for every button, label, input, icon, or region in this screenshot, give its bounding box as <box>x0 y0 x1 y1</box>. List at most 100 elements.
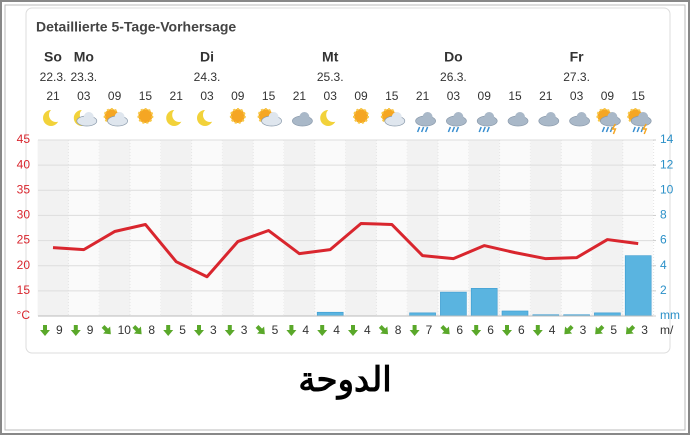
wind-arrow-shape <box>40 325 50 336</box>
wind-arrow-shape <box>564 325 574 335</box>
wind-arrow-shape <box>595 325 605 335</box>
weather-icon <box>415 112 436 133</box>
wind-speed: 7 <box>426 323 433 337</box>
column-band <box>530 140 562 316</box>
wind-arrow-shape <box>317 325 328 336</box>
wind-speed: 3 <box>580 323 587 337</box>
y-tick-label: °C <box>17 308 31 322</box>
wind-speed: 5 <box>179 323 186 337</box>
wind-arrow <box>471 325 482 336</box>
hour-label: 15 <box>139 89 153 103</box>
precip-bar <box>470 288 498 317</box>
weather-icon <box>538 112 560 127</box>
hour-label: 21 <box>293 89 307 103</box>
wind-arrow-shape <box>224 325 235 336</box>
wind-arrow <box>101 325 111 335</box>
rain <box>632 126 636 133</box>
wind-speed: 6 <box>456 323 463 337</box>
wind-speed: 5 <box>610 323 617 337</box>
precip-bar <box>440 291 467 317</box>
rain <box>601 126 606 133</box>
column-band <box>284 140 315 316</box>
hour-label: 03 <box>447 89 461 103</box>
wind-arrow-shape <box>348 325 358 336</box>
y2-tick-label: 8 <box>660 208 667 222</box>
column-band <box>345 140 377 316</box>
y-tick-label: 25 <box>17 233 31 247</box>
wind-arrow <box>255 325 265 335</box>
hour-label: 21 <box>170 89 184 103</box>
column-band <box>222 140 254 316</box>
y-tick-label: 15 <box>17 283 31 297</box>
moon-cut <box>203 108 217 122</box>
wind-arrow <box>163 325 174 336</box>
y2-tick-label: 12 <box>660 157 674 171</box>
rain <box>478 126 482 133</box>
wind-unit: m/ <box>660 323 674 337</box>
wind-arrow-shape <box>532 325 543 336</box>
wind-speed: 3 <box>641 323 648 337</box>
wind-speed: 8 <box>395 323 402 337</box>
wind-speed: 3 <box>210 323 217 337</box>
hour-label: 03 <box>200 89 214 103</box>
weather-icon <box>507 112 529 127</box>
wind-arrow <box>40 325 50 336</box>
wind-speed: 4 <box>364 323 371 337</box>
sun <box>229 108 246 124</box>
wind-arrow <box>502 325 512 336</box>
rain <box>636 126 640 133</box>
weather-icon <box>229 108 246 124</box>
wind-arrow-shape <box>471 325 482 336</box>
column-band <box>37 140 69 316</box>
moon-cut <box>172 108 187 122</box>
wind-arrow-shape <box>70 325 81 336</box>
wind-arrow <box>595 325 605 335</box>
cloud-top <box>422 112 433 122</box>
moon-cut <box>49 108 63 122</box>
y-tick-label: 40 <box>17 157 31 171</box>
y2-tick-label: 2 <box>660 283 667 297</box>
hour-label: 15 <box>262 89 276 103</box>
rain <box>482 126 486 133</box>
weather-icon <box>569 112 590 127</box>
weather-icon <box>596 108 621 135</box>
wind-arrow-shape <box>163 325 174 336</box>
weather-icon <box>166 108 187 126</box>
date-label: 25.3. <box>317 70 344 84</box>
cloud-top <box>391 112 402 122</box>
wind-speed: 4 <box>549 323 556 337</box>
wind-arrow <box>532 325 543 336</box>
rain <box>416 126 421 133</box>
date-label: 24.3. <box>194 70 221 84</box>
lightning <box>641 123 648 135</box>
precip-bar <box>501 310 529 317</box>
hour-label: 03 <box>77 89 91 103</box>
y2-tick-label: 14 <box>660 132 674 146</box>
day-label: Mo <box>74 49 94 65</box>
column-band <box>160 140 192 316</box>
cloud-top <box>576 112 587 122</box>
weather-icon <box>446 112 467 133</box>
wind-arrow <box>409 325 420 336</box>
day-label: Fr <box>570 49 585 65</box>
weather-icon <box>43 108 63 126</box>
cloud-top <box>607 112 618 122</box>
wind-arrow-shape <box>286 325 297 336</box>
date-label: 23.3. <box>70 70 97 84</box>
wind-speed: 4 <box>333 323 340 337</box>
date-label: 27.3. <box>563 70 590 84</box>
hour-label: 09 <box>354 89 368 103</box>
precip-bar <box>316 311 344 317</box>
wind-arrow <box>286 325 297 336</box>
wind-speed: 5 <box>272 323 279 337</box>
wind-arrow <box>625 325 636 335</box>
rain <box>486 126 490 133</box>
y-tick-label: 45 <box>17 132 31 146</box>
y-tick-label: 20 <box>17 258 31 272</box>
hour-label: 21 <box>46 89 60 103</box>
day-label: Do <box>444 49 463 65</box>
date-label: 22.3. <box>40 70 67 84</box>
hour-label: 09 <box>601 89 615 103</box>
day-label: So <box>44 49 62 65</box>
